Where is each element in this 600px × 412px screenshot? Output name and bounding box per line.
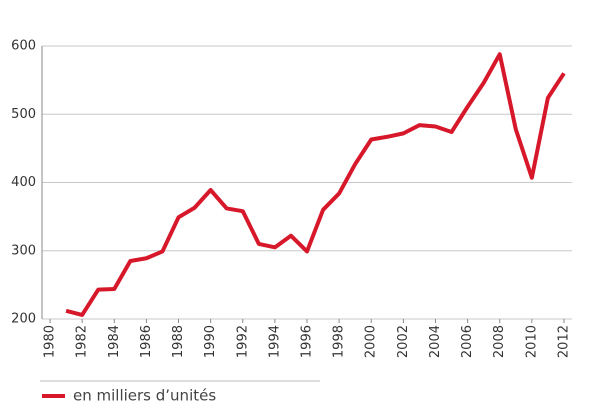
y-tick-label: 400 — [11, 175, 36, 190]
x-tick-label: 2004 — [428, 325, 443, 358]
y-tick-label: 500 — [11, 107, 36, 122]
x-tick-label: 2012 — [556, 325, 571, 358]
x-tick-label: 1998 — [332, 325, 347, 358]
y-tick-label: 300 — [11, 243, 36, 258]
x-tick-label: 1988 — [171, 325, 186, 358]
x-tick-label: 2002 — [396, 325, 411, 358]
line — [65, 52, 566, 317]
x-tick-label: 1994 — [267, 325, 282, 358]
legend-label: en milliers d’unités — [73, 387, 216, 405]
x-tick-label: 2008 — [492, 325, 507, 358]
x-tick-label: 1996 — [300, 325, 315, 358]
x-tick-label: 2006 — [460, 325, 475, 358]
x-tick-label: 2000 — [364, 325, 379, 358]
x-tick-label: 1982 — [75, 325, 90, 358]
x-tick-label: 1990 — [203, 325, 218, 358]
y-tick-label: 600 — [11, 39, 36, 54]
x-tick-label: 1992 — [235, 325, 250, 358]
x-tick-label: 1980 — [43, 325, 58, 358]
x-tick-label: 1986 — [139, 325, 154, 358]
x-tick-label: 1984 — [107, 325, 122, 358]
y-tick-label: 200 — [11, 312, 36, 327]
x-tick-label: 2010 — [524, 325, 539, 358]
